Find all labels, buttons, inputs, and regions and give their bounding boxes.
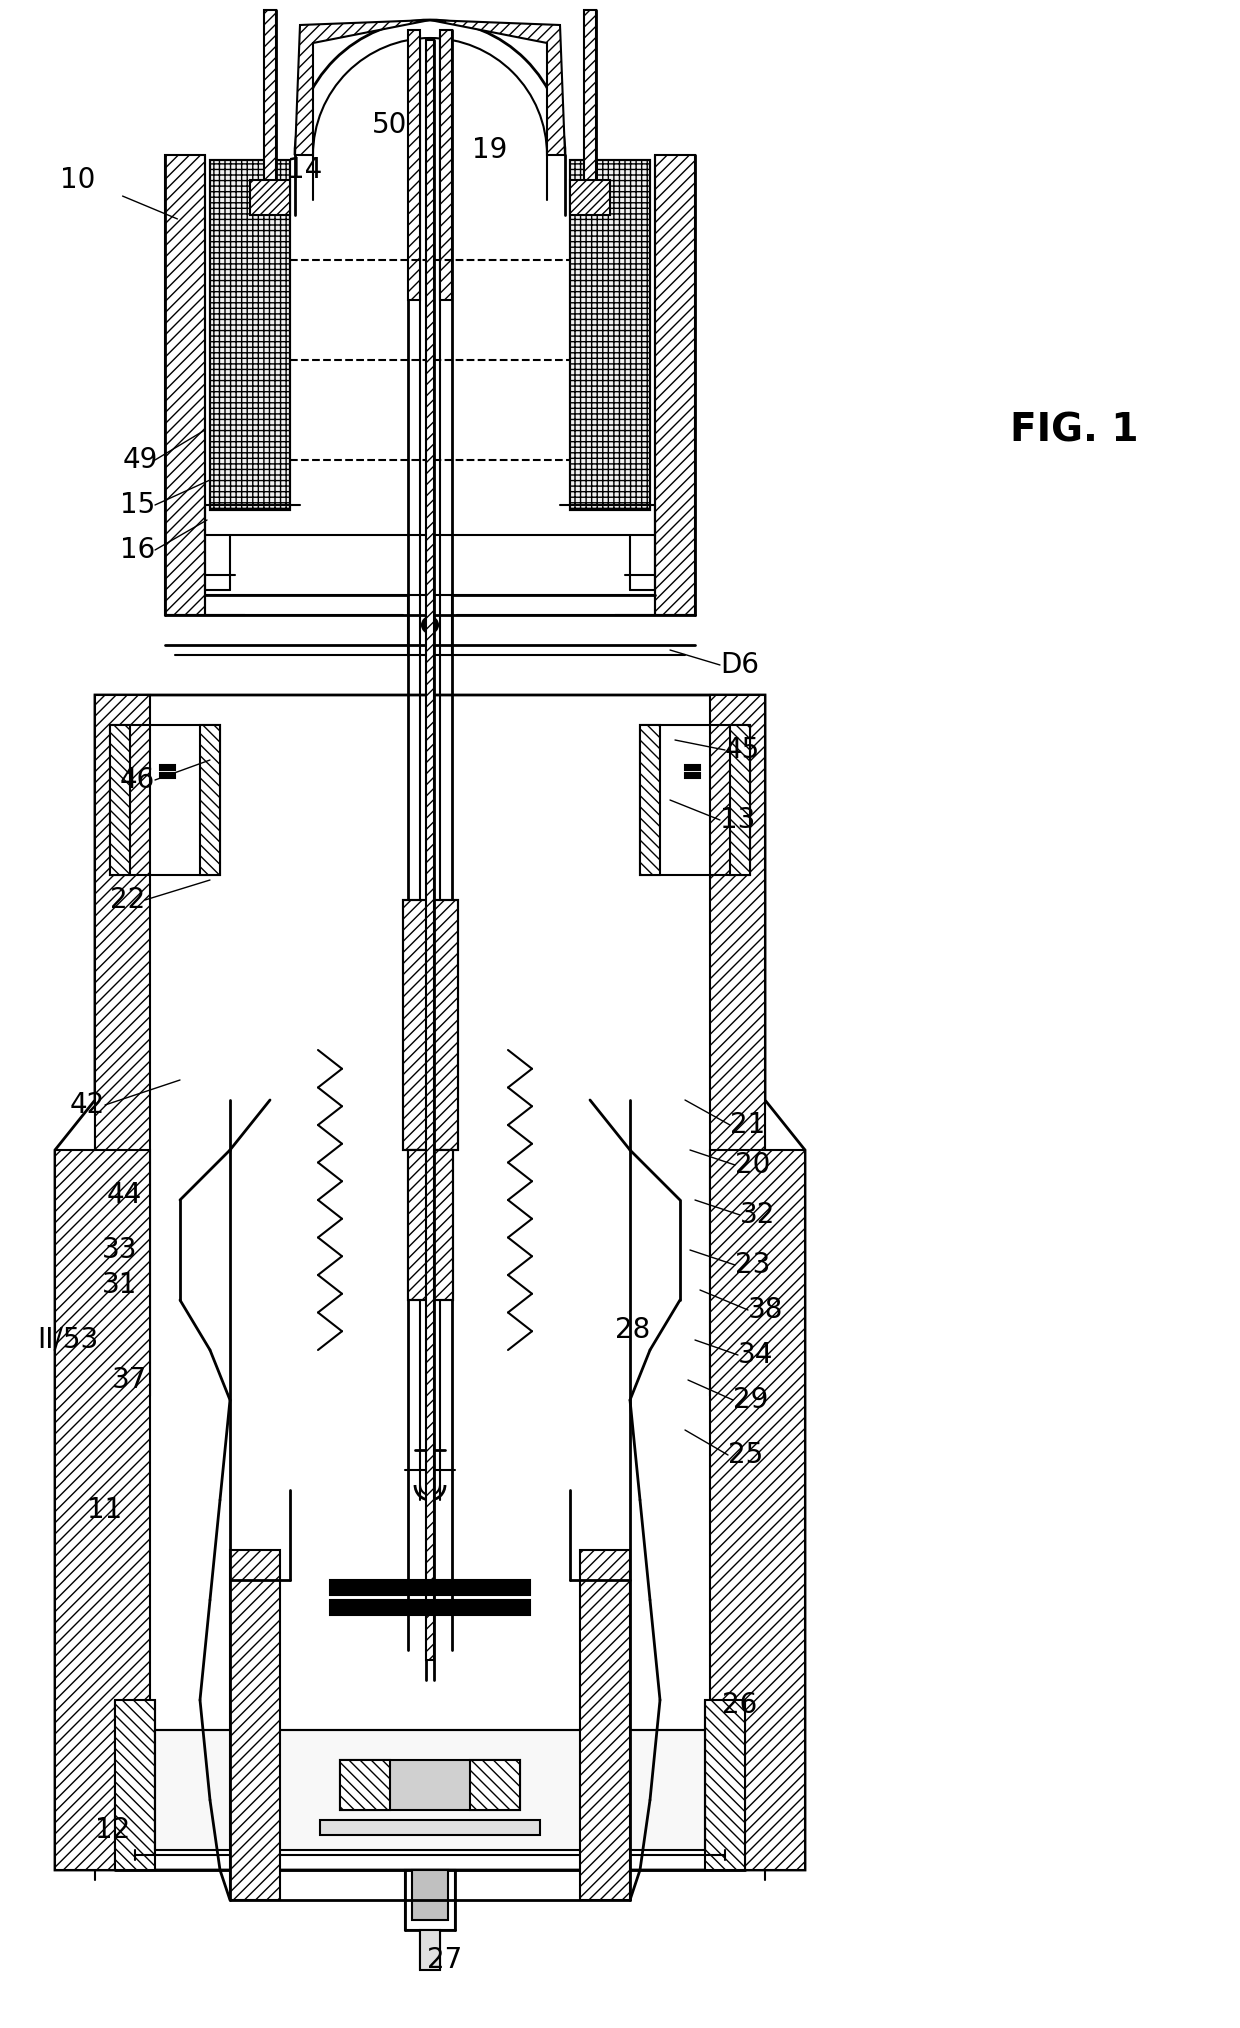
Bar [412, 1870, 448, 1921]
Bar [200, 724, 219, 874]
Bar [110, 724, 219, 874]
Bar [110, 724, 130, 874]
Text: 23: 23 [735, 1251, 770, 1280]
Bar [55, 1150, 150, 1870]
Bar [403, 900, 458, 1150]
Bar [584, 10, 596, 185]
Text: 33: 33 [102, 1235, 136, 1263]
Bar [408, 30, 420, 300]
Bar [570, 160, 650, 509]
Text: 31: 31 [102, 1272, 136, 1300]
Bar [229, 1549, 280, 1900]
Bar [250, 180, 290, 215]
Polygon shape [430, 20, 565, 154]
Bar [160, 773, 175, 779]
Text: 10: 10 [60, 166, 95, 195]
Text: 49: 49 [123, 446, 157, 475]
Text: 37: 37 [112, 1367, 148, 1393]
Bar [155, 1730, 706, 1850]
Bar [640, 724, 750, 874]
Text: 38: 38 [748, 1296, 784, 1324]
Bar [405, 1870, 455, 1931]
Bar [115, 1699, 155, 1870]
Bar [165, 154, 205, 614]
Text: II/53: II/53 [37, 1326, 98, 1355]
Text: 19: 19 [472, 136, 507, 164]
Bar [95, 696, 150, 1395]
Bar [403, 900, 458, 1150]
Text: 11: 11 [87, 1497, 122, 1523]
Bar [210, 160, 290, 509]
Bar [570, 160, 650, 509]
Text: 16: 16 [120, 535, 155, 564]
Bar [640, 724, 660, 874]
Text: 46: 46 [120, 767, 155, 795]
Text: 45: 45 [725, 736, 760, 765]
Bar [711, 1150, 805, 1870]
Text: 14: 14 [288, 156, 322, 185]
Text: D6: D6 [720, 651, 759, 679]
Bar [440, 30, 453, 300]
Bar [427, 41, 434, 1661]
Text: 28: 28 [615, 1316, 650, 1345]
Bar [684, 765, 701, 771]
Bar [684, 773, 701, 779]
Bar [470, 1760, 520, 1811]
Bar [160, 765, 175, 771]
Text: 26: 26 [722, 1691, 758, 1720]
Text: 42: 42 [69, 1091, 105, 1119]
Text: FIG. 1: FIG. 1 [1011, 412, 1138, 448]
Text: 34: 34 [738, 1341, 774, 1369]
Bar [408, 1150, 453, 1300]
Bar [330, 1580, 529, 1594]
Bar [408, 1150, 453, 1300]
Bar [655, 154, 694, 614]
Bar [210, 160, 290, 509]
Bar [580, 1549, 630, 1900]
Bar [730, 724, 750, 874]
Bar [86, 126, 775, 2028]
Bar [570, 180, 610, 215]
Text: 15: 15 [120, 491, 155, 519]
Bar [320, 1819, 539, 1835]
Bar [340, 1760, 520, 1811]
Text: 25: 25 [728, 1442, 764, 1468]
Text: 20: 20 [735, 1152, 770, 1178]
Bar [330, 1600, 529, 1614]
Text: 21: 21 [730, 1111, 765, 1140]
Bar [340, 1760, 391, 1811]
Polygon shape [295, 20, 430, 154]
Text: 13: 13 [720, 805, 755, 834]
Text: 32: 32 [740, 1201, 775, 1229]
Circle shape [422, 617, 438, 633]
Bar [706, 1699, 745, 1870]
Bar [420, 1931, 440, 1969]
Bar [711, 696, 765, 1395]
Bar [264, 10, 277, 185]
Text: 44: 44 [107, 1180, 143, 1209]
Text: 22: 22 [110, 886, 145, 915]
Text: 12: 12 [94, 1815, 130, 1843]
Text: 29: 29 [733, 1385, 769, 1414]
Text: 27: 27 [428, 1947, 463, 1973]
Text: 50: 50 [372, 112, 408, 140]
